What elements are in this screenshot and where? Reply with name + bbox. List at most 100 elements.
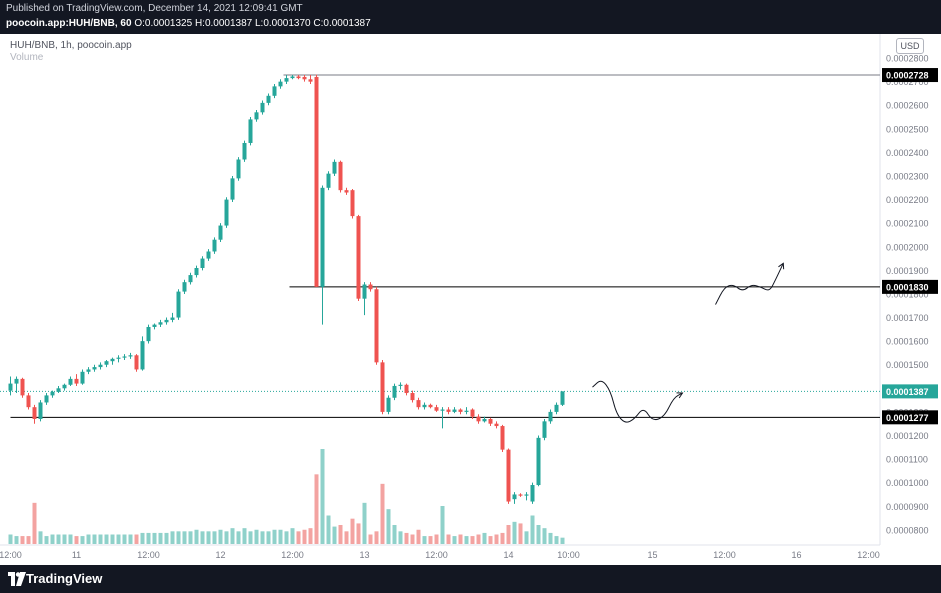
candle	[446, 407, 451, 415]
candle	[296, 75, 301, 80]
volume-bar	[62, 534, 67, 544]
volume-bar	[236, 531, 241, 544]
candle-body	[74, 378, 79, 384]
price-label-box	[882, 384, 938, 399]
candle	[122, 354, 127, 361]
candle	[392, 383, 397, 401]
y-tick-label: 0.0002000	[886, 242, 929, 252]
volume-bar	[8, 534, 13, 544]
candle	[92, 364, 97, 372]
candle	[248, 117, 253, 146]
candle-body	[338, 161, 343, 191]
volume-bar	[548, 532, 553, 544]
candle	[464, 407, 469, 415]
candle	[488, 417, 493, 427]
y-tick-label: 0.0001900	[886, 266, 929, 276]
arrow-head	[676, 392, 684, 399]
candle	[482, 416, 487, 423]
candle-body	[152, 324, 157, 327]
volume-bar	[446, 534, 451, 544]
volume-bar	[392, 525, 397, 544]
candle	[152, 323, 157, 330]
chart-panel[interactable]: 0.0000800 0.0000900 0.0001000 0.0001100 0.00…	[0, 34, 941, 565]
candle-body	[524, 494, 529, 496]
volume-bar	[152, 532, 157, 544]
publish-header: Published on TradingView.com, December 1…	[0, 0, 941, 34]
volume-bar	[494, 534, 499, 544]
price-label: 0.0002728	[886, 71, 929, 81]
candle-body	[290, 76, 295, 79]
volume-bar	[212, 531, 217, 544]
volume-bar	[332, 526, 337, 544]
candle-body	[392, 385, 397, 398]
candle-body	[434, 407, 439, 411]
candle-body	[542, 421, 547, 438]
candle	[278, 79, 283, 89]
price-label: 0.0001830	[886, 282, 929, 292]
volume-bar	[248, 531, 253, 544]
volume-bar	[320, 449, 325, 544]
volume-bar	[500, 532, 505, 544]
candle	[50, 390, 55, 398]
volume-bar	[188, 531, 193, 544]
price-label-box	[882, 410, 938, 425]
volume-bar	[116, 534, 121, 544]
y-tick-label: 0.0001700	[886, 313, 929, 323]
volume-bar	[410, 534, 415, 544]
symbol-ohlc-line: poocoin.app:HUH/BNB, 60 O:0.0001325 H:0.…	[6, 18, 371, 29]
volume-bar	[506, 525, 511, 544]
volume-bar	[422, 536, 427, 544]
candle-body	[452, 409, 457, 412]
y-tick-label: 0.0000900	[886, 502, 929, 512]
candle	[176, 289, 181, 320]
volume-bar	[230, 528, 235, 544]
candle	[14, 376, 19, 394]
candle	[80, 369, 85, 385]
volume-bar	[458, 534, 463, 544]
candle-body	[254, 112, 259, 120]
candle	[530, 482, 535, 504]
volume-bar	[560, 537, 565, 544]
candle-body	[314, 76, 319, 287]
candle	[542, 418, 547, 441]
candle-body	[500, 426, 505, 450]
volume-bar	[260, 531, 265, 544]
volume-bar	[440, 506, 445, 544]
candle-body	[374, 289, 379, 363]
volume-bar	[476, 534, 481, 544]
candle-body	[110, 358, 115, 362]
volume-bar	[74, 536, 79, 544]
currency-button[interactable]: USD	[896, 38, 924, 54]
candle	[428, 403, 433, 409]
volume-bar	[44, 536, 49, 544]
candle	[518, 493, 523, 497]
volume-bar	[98, 534, 103, 544]
candle	[242, 140, 247, 162]
candle	[104, 360, 109, 368]
candle-body	[236, 159, 241, 179]
candle-body	[560, 391, 565, 405]
candle	[458, 408, 463, 415]
candle	[98, 362, 103, 370]
candle-body	[248, 119, 253, 143]
candle-body	[554, 404, 559, 412]
candle-body	[458, 409, 463, 412]
x-tick-label: 12:00	[0, 550, 22, 560]
candle-body	[488, 418, 493, 424]
candle	[386, 395, 391, 415]
candle-body	[440, 409, 445, 411]
y-tick-label: 0.0001200	[886, 431, 929, 441]
candle	[134, 354, 139, 372]
x-tick-label: 11	[72, 550, 81, 560]
candle-body	[368, 284, 373, 290]
candle-body	[194, 268, 199, 276]
volume-bar	[464, 536, 469, 544]
candle-body	[50, 391, 55, 396]
volume-bar	[488, 536, 493, 544]
volume-bar	[134, 534, 139, 544]
volume-bar	[56, 534, 61, 544]
candlestick-chart[interactable]: 0.0000800 0.0000900 0.0001000 0.0001100 0.00…	[0, 34, 941, 565]
candle-body	[230, 178, 235, 200]
candle-body	[44, 395, 49, 403]
candle	[548, 409, 553, 424]
